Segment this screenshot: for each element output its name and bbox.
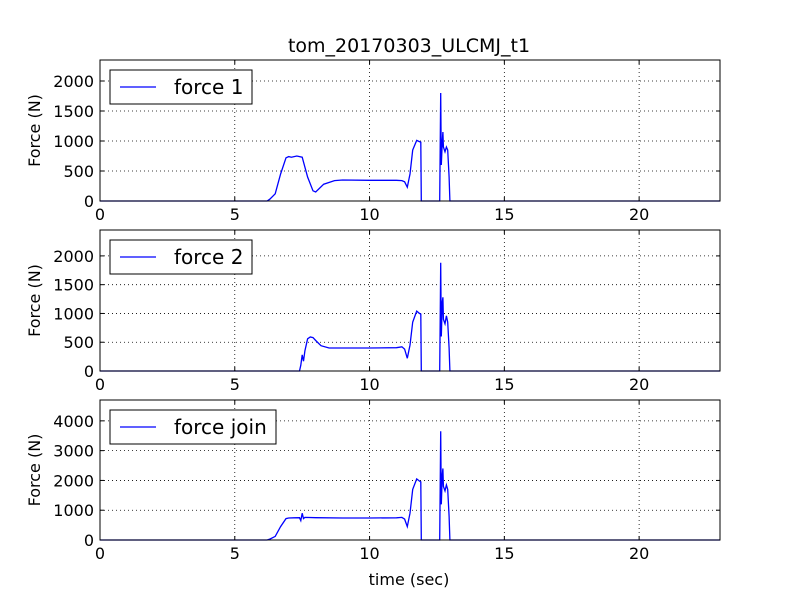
x-tick-label: 10: [359, 205, 379, 224]
legend: force join: [109, 409, 277, 445]
series-line-3: [100, 431, 720, 541]
x-tick-label: 5: [230, 205, 240, 224]
y-tick-label: 3000: [53, 442, 94, 461]
x-tick-label: 15: [494, 375, 514, 394]
y-tick-label: 1500: [53, 276, 94, 295]
y-tick-label: 0: [84, 192, 94, 211]
y-tick-label: 0: [84, 531, 94, 550]
x-tick-label: 10: [359, 375, 379, 394]
y-tick-label: 0: [84, 362, 94, 381]
subplot-2: 0 5 10 15 20 0 500 1000 1500 2000 Force (N) force 2: [25, 229, 721, 394]
x-tick-label: 20: [629, 544, 649, 563]
x-tick-label: 20: [629, 205, 649, 224]
plot-frame: [99, 399, 721, 541]
y-tick-label: 2000: [53, 72, 94, 91]
x-tick-label: 0: [95, 544, 105, 563]
chart-title: tom_20170303_ULCMJ_t1: [288, 35, 530, 57]
x-tick-label: 0: [95, 205, 105, 224]
series-line-2: [100, 262, 720, 372]
y-axis-label: Force (N): [25, 264, 44, 337]
series-line-1: [100, 92, 720, 202]
legend-label: force 1: [174, 75, 243, 99]
y-tick-label: 1000: [53, 501, 94, 520]
x-tick-label: 10: [359, 544, 379, 563]
plot-frame: [99, 229, 721, 372]
legend: force 1: [109, 69, 253, 105]
y-tick-label: 1500: [53, 102, 94, 121]
plot-frame: [99, 59, 721, 202]
y-tick-label: 4000: [53, 412, 94, 431]
y-tick-label: 1000: [53, 132, 94, 151]
y-tick-label: 1000: [53, 304, 94, 323]
legend: force 2: [109, 239, 253, 275]
x-axis-label: time (sec): [369, 570, 450, 589]
y-tick-label: 2000: [53, 471, 94, 490]
y-tick-label: 2000: [53, 247, 94, 266]
x-tick-label: 15: [494, 205, 514, 224]
x-tick-label: 5: [230, 375, 240, 394]
x-tick-label: 5: [230, 544, 240, 563]
y-tick-label: 500: [63, 162, 94, 181]
x-tick-label: 15: [494, 544, 514, 563]
legend-label: force join: [174, 415, 267, 439]
x-tick-label: 0: [95, 375, 105, 394]
subplot-3: 0 5 10 15 20 0 1000 2000 3000 4000 Force (N) force …: [25, 399, 721, 563]
y-axis-label: Force (N): [25, 94, 44, 167]
subplot-1: 0 5 10 15 20 0 500 1000 1500 2000 Force (N) force 1: [25, 59, 721, 224]
y-tick-label: 500: [63, 333, 94, 352]
x-tick-label: 20: [629, 375, 649, 394]
legend-label: force 2: [174, 245, 243, 269]
y-axis-label: Force (N): [25, 434, 44, 507]
